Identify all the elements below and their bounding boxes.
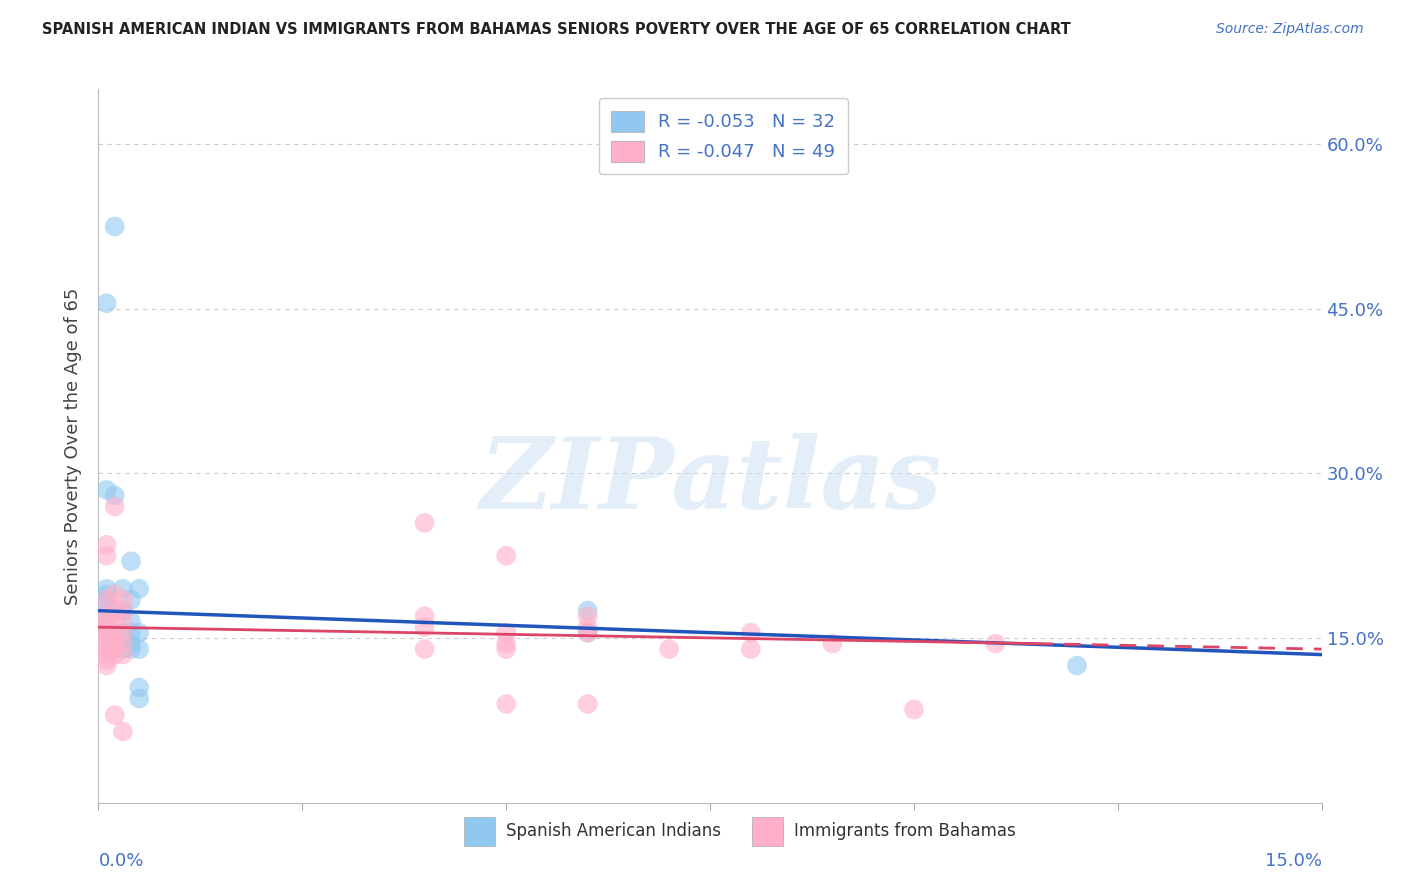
Text: ZIPatlas: ZIPatlas bbox=[479, 434, 941, 530]
Point bbox=[120, 642, 142, 657]
Point bbox=[111, 604, 134, 618]
Point bbox=[96, 625, 118, 640]
Text: Immigrants from Bahamas: Immigrants from Bahamas bbox=[794, 822, 1017, 840]
Y-axis label: Seniors Poverty Over the Age of 65: Seniors Poverty Over the Age of 65 bbox=[65, 287, 83, 605]
Point bbox=[104, 631, 127, 645]
Point bbox=[120, 592, 142, 607]
Point bbox=[576, 625, 599, 640]
Point bbox=[111, 592, 134, 607]
Point bbox=[104, 219, 127, 234]
Point bbox=[821, 637, 844, 651]
Point bbox=[96, 549, 118, 563]
Point bbox=[104, 648, 127, 662]
Point bbox=[104, 637, 127, 651]
Point bbox=[740, 642, 762, 657]
Point bbox=[111, 724, 134, 739]
Point bbox=[96, 538, 118, 552]
Point bbox=[96, 615, 118, 629]
Point bbox=[96, 631, 118, 645]
Point bbox=[1066, 658, 1088, 673]
Point bbox=[104, 631, 127, 645]
Point bbox=[96, 620, 118, 634]
Point bbox=[128, 625, 150, 640]
Point bbox=[104, 500, 127, 514]
Point bbox=[96, 592, 118, 607]
Point bbox=[96, 615, 118, 629]
Point bbox=[96, 637, 118, 651]
Point bbox=[104, 642, 127, 657]
Point bbox=[128, 582, 150, 596]
Point bbox=[96, 592, 118, 607]
Point bbox=[576, 697, 599, 711]
Point bbox=[495, 625, 517, 640]
Point bbox=[576, 604, 599, 618]
Text: Source: ZipAtlas.com: Source: ZipAtlas.com bbox=[1216, 22, 1364, 37]
Text: 15.0%: 15.0% bbox=[1264, 852, 1322, 870]
Point bbox=[495, 642, 517, 657]
Point bbox=[111, 625, 134, 640]
Point bbox=[111, 637, 134, 651]
Point bbox=[111, 642, 134, 657]
Point bbox=[104, 637, 127, 651]
Text: 0.0%: 0.0% bbox=[98, 852, 143, 870]
Point bbox=[576, 620, 599, 634]
Point bbox=[413, 620, 436, 634]
Point bbox=[495, 697, 517, 711]
Point bbox=[104, 587, 127, 601]
Point bbox=[128, 681, 150, 695]
Point bbox=[96, 609, 118, 624]
Point bbox=[96, 483, 118, 497]
Point bbox=[96, 648, 118, 662]
Point bbox=[740, 625, 762, 640]
Point bbox=[120, 637, 142, 651]
Point bbox=[111, 615, 134, 629]
Point bbox=[903, 702, 925, 716]
Text: SPANISH AMERICAN INDIAN VS IMMIGRANTS FROM BAHAMAS SENIORS POVERTY OVER THE AGE : SPANISH AMERICAN INDIAN VS IMMIGRANTS FR… bbox=[42, 22, 1071, 37]
Point bbox=[576, 625, 599, 640]
Point bbox=[96, 620, 118, 634]
Point bbox=[104, 615, 127, 629]
Point bbox=[495, 549, 517, 563]
Point bbox=[495, 637, 517, 651]
Point bbox=[120, 625, 142, 640]
Point bbox=[104, 625, 127, 640]
Point bbox=[413, 516, 436, 530]
Point bbox=[96, 582, 118, 596]
Point bbox=[96, 658, 118, 673]
Point bbox=[111, 625, 134, 640]
Point bbox=[104, 625, 127, 640]
Point bbox=[104, 708, 127, 723]
Point bbox=[984, 637, 1007, 651]
Point bbox=[413, 642, 436, 657]
Point bbox=[128, 642, 150, 657]
Point bbox=[96, 587, 118, 601]
Text: Spanish American Indians: Spanish American Indians bbox=[506, 822, 721, 840]
Point bbox=[96, 604, 118, 618]
Point bbox=[111, 648, 134, 662]
Point bbox=[128, 691, 150, 706]
Point bbox=[111, 637, 134, 651]
Point bbox=[658, 642, 681, 657]
Point bbox=[120, 615, 142, 629]
Legend: R = -0.053   N = 32, R = -0.047   N = 49: R = -0.053 N = 32, R = -0.047 N = 49 bbox=[599, 98, 848, 174]
Point bbox=[413, 609, 436, 624]
Point bbox=[120, 554, 142, 568]
Point bbox=[576, 609, 599, 624]
Point bbox=[104, 488, 127, 502]
Point bbox=[96, 653, 118, 667]
Point bbox=[111, 604, 134, 618]
Point bbox=[104, 604, 127, 618]
Point bbox=[111, 582, 134, 596]
Point bbox=[96, 642, 118, 657]
Point bbox=[96, 296, 118, 310]
